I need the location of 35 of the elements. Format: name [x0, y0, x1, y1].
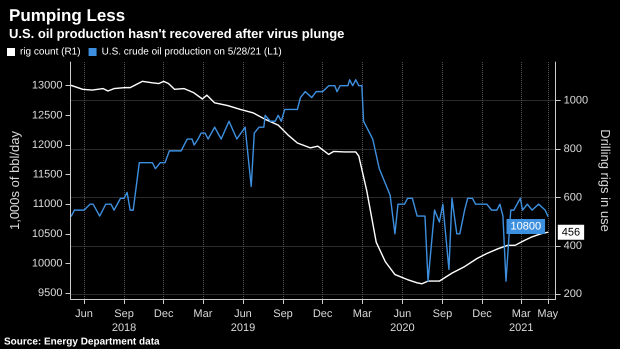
x-tick-label: Mar [193, 308, 213, 320]
y2-tick-label: 600 [564, 191, 582, 204]
y-tick-label: 9500 [38, 287, 62, 300]
x-tick-label: Dec [472, 308, 492, 320]
legend-label: U.S. crude oil production on 5/28/21 (L1) [102, 46, 282, 58]
y2-tick-label: 400 [564, 240, 582, 252]
source-note: Source: Energy Department data [4, 336, 160, 348]
y-tick-label: 10500 [32, 228, 62, 240]
x-tick-label: Dec [312, 308, 333, 320]
x-tick-label: Sep 2018 [112, 308, 136, 334]
x-tick-label: Sep [432, 308, 452, 320]
y-tick-label: 12000 [32, 138, 62, 151]
y2-tick-label: 200 [564, 288, 582, 300]
x-tick-label: Mar [352, 308, 372, 320]
x-tick-label: Jun [75, 308, 93, 320]
y2-tick-label: 1000 [564, 94, 588, 107]
x-tick-label: Mar 2021 [508, 308, 534, 334]
chart-subtitle: U.S. oil production hasn't recovered after virus plunge [9, 26, 344, 41]
y-tick-label: 13000 [32, 80, 62, 92]
chart-title: Pumping Less [9, 6, 126, 25]
y-tick-label: 11000 [32, 198, 62, 210]
data-label: 10800 [510, 220, 542, 233]
x-tick-label: Dec [154, 308, 174, 320]
y2-axis-title: Drilling rigs in use [598, 129, 613, 232]
y-axis-title: 1,000s of bbl/day [7, 130, 22, 230]
y2-tick-label: 800 [564, 143, 582, 156]
y-tick-label: 11500 [32, 168, 62, 181]
legend-label: rig count (R1) [20, 46, 81, 58]
y-tick-label: 12500 [32, 109, 62, 122]
x-tick-label: Jun 2019 [230, 308, 256, 334]
x-tick-label: Sep [273, 308, 293, 320]
data-label: 456 [562, 226, 580, 238]
x-tick-label: May [537, 308, 559, 320]
y-tick-label: 10000 [32, 257, 62, 270]
x-tick-label: Jun 2020 [390, 308, 415, 334]
